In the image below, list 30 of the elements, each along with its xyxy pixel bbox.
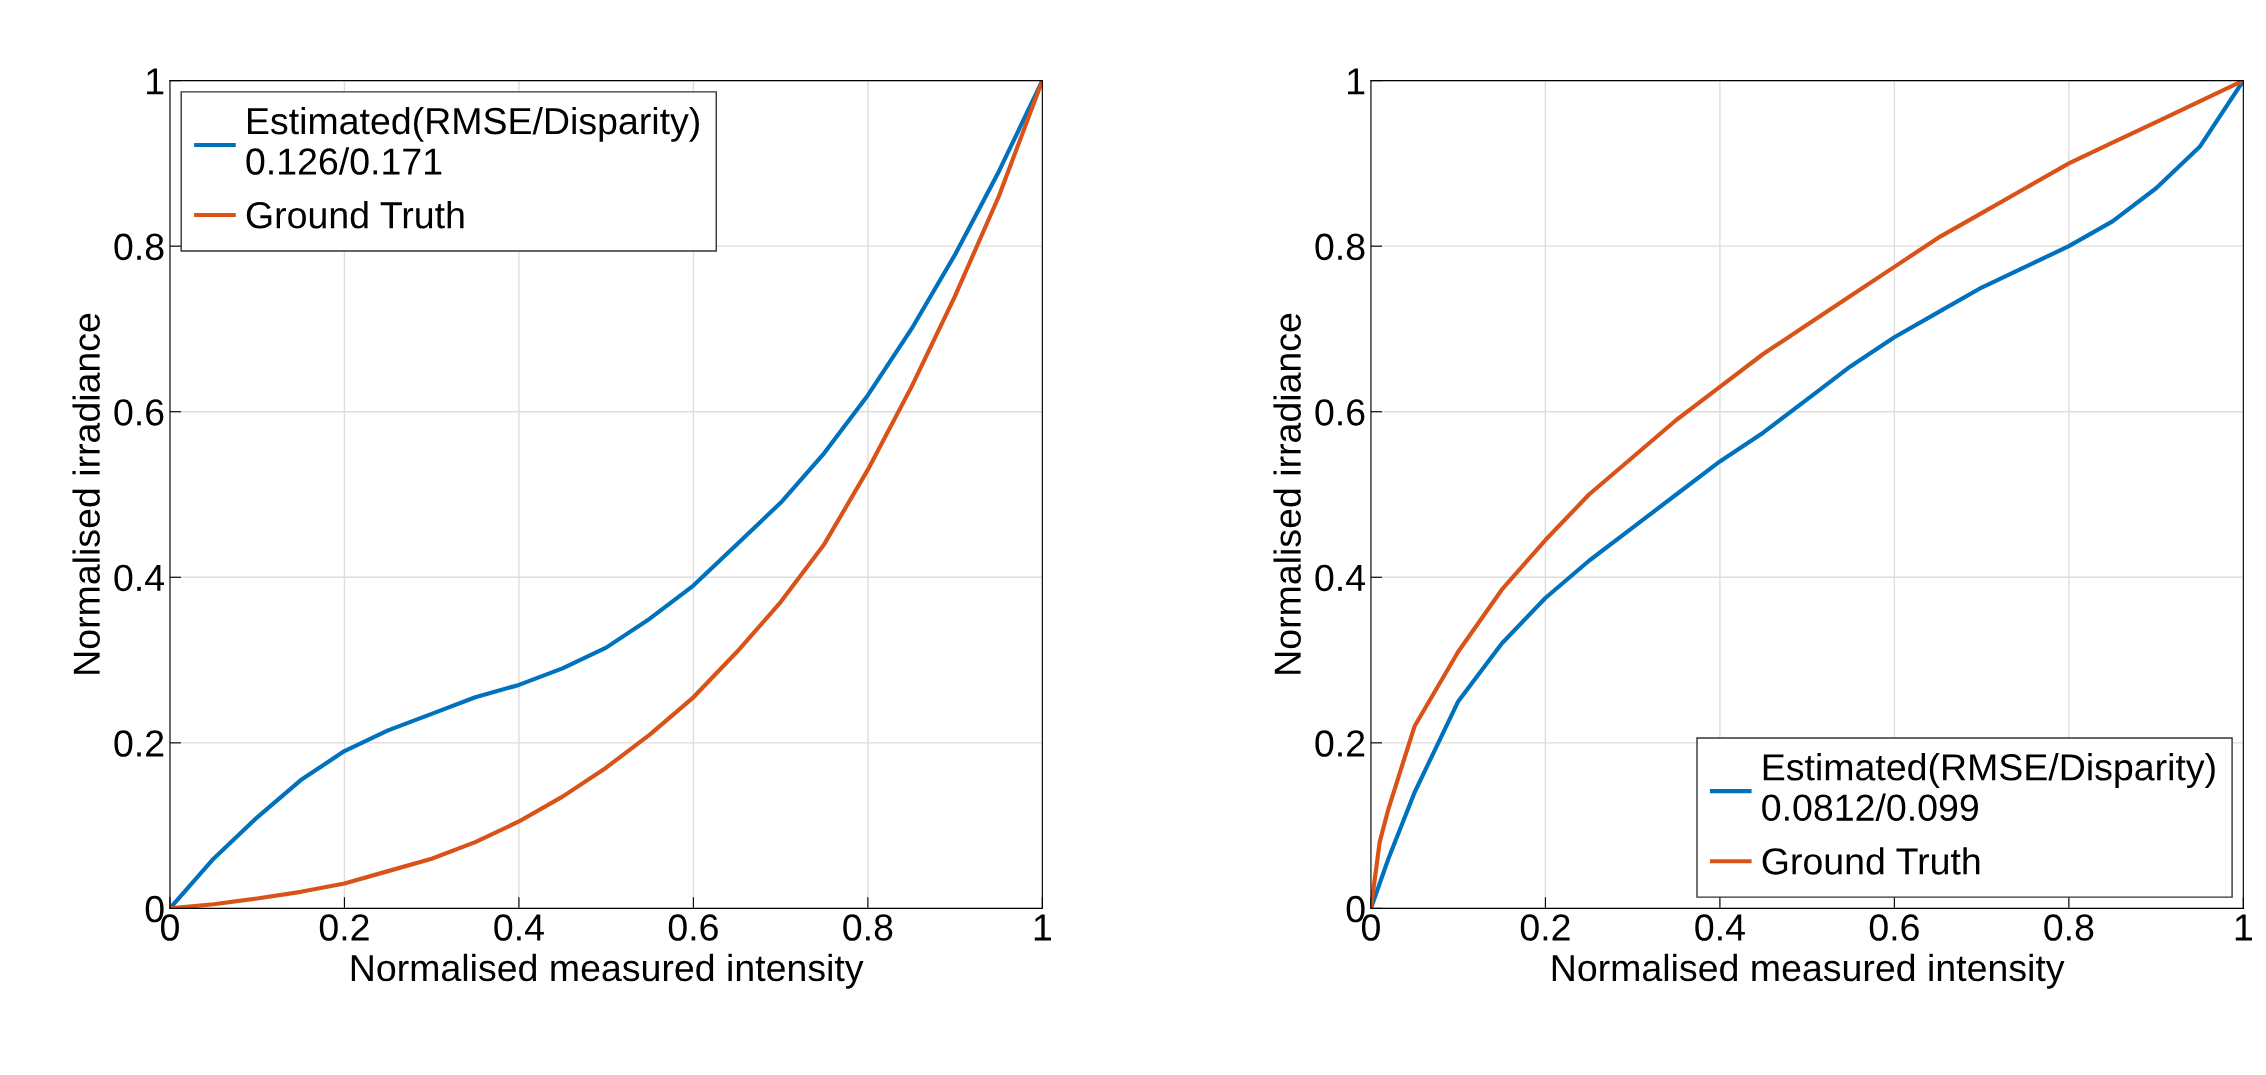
- x-tick-label: 0.8: [2044, 914, 2094, 941]
- y-tick-label: 0.8: [114, 233, 164, 261]
- legend-label: Estimated(RMSE/Disparity) 0.0812/0.099: [1762, 753, 2215, 822]
- x-axis-title: Normalised measured intensity: [351, 953, 864, 989]
- legend-label: Estimated(RMSE/Disparity) 0.126/0.171: [246, 106, 699, 175]
- y-tick-label: 0.2: [1315, 730, 1365, 757]
- x-tick-label: 0.2: [319, 914, 369, 941]
- y-tick-label: 0.4: [1315, 564, 1365, 592]
- x-axis-title: Normalised measured intensity: [1552, 953, 2065, 989]
- x-tick-label: 0.4: [494, 914, 544, 941]
- line-series: [169, 80, 1043, 909]
- x-tick-label: 0.6: [668, 914, 718, 941]
- y-axis-title: Normalised irradiance: [1273, 313, 1301, 674]
- y-tick-label: 0.6: [1315, 399, 1365, 426]
- y-tick-label: 0.6: [114, 399, 164, 426]
- y-tick-label: 0.2: [114, 730, 164, 757]
- legend-label: Ground Truth: [246, 200, 464, 229]
- y-tick-label: 0.4: [114, 564, 164, 592]
- x-tick-label: 0.8: [843, 914, 893, 941]
- x-tick-label: 0.4: [1695, 914, 1745, 941]
- y-tick-label: 1: [147, 68, 164, 95]
- x-tick-label: 1: [1034, 914, 1051, 941]
- line-series: [1370, 80, 2244, 909]
- x-tick-label: 0.6: [1869, 914, 1919, 941]
- y-tick-label: 1: [1348, 68, 1365, 95]
- legend-label: Ground Truth: [1762, 847, 1980, 875]
- y-axis-title: Normalised irradiance: [72, 313, 100, 674]
- x-tick-label: 1: [2235, 914, 2252, 941]
- x-tick-label: 0.2: [1520, 914, 1570, 941]
- y-tick-label: 0.8: [1315, 233, 1365, 261]
